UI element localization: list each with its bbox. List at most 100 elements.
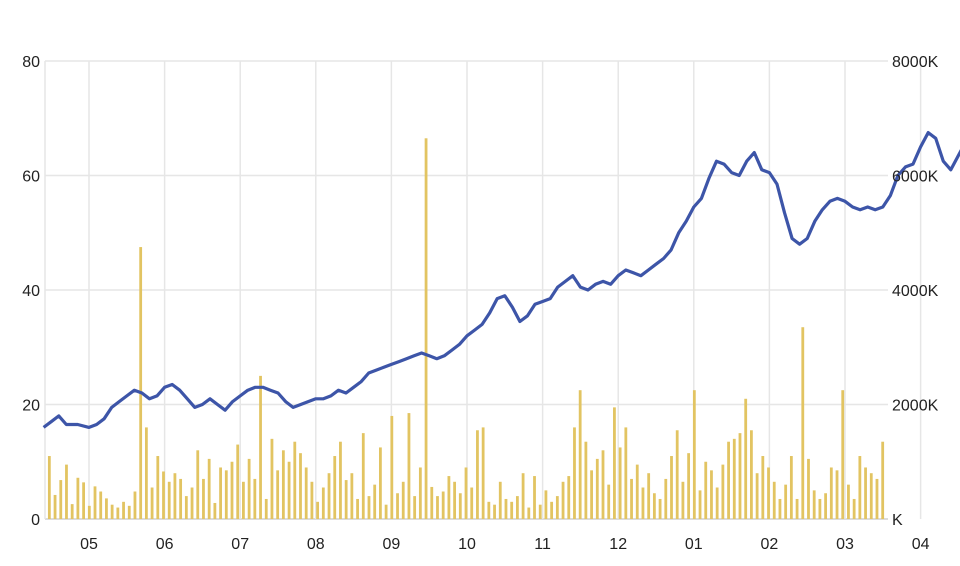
volume-bar: [47, 456, 51, 519]
volume-bar: [852, 498, 856, 519]
volume-bar: [727, 441, 730, 519]
volume-bar: [533, 476, 536, 519]
volume-bar: [139, 247, 143, 519]
price-line: [42, 131, 960, 429]
volume-bar: [122, 501, 125, 519]
y-left-tick-label: 40: [22, 283, 40, 300]
volume-bar: [664, 478, 668, 519]
volume-bar: [835, 470, 839, 519]
x-tick-label: 04: [912, 536, 930, 553]
volume-bar: [538, 504, 542, 519]
x-tick-label: 12: [609, 536, 627, 553]
volume-bar: [818, 498, 822, 519]
x-axis: 05 06 07 08 09 10 11 12 01 02 03 04: [80, 536, 929, 553]
x-tick-label: 01: [685, 536, 703, 553]
volume-bar: [515, 496, 519, 519]
volume-bar: [59, 480, 63, 519]
volume-bar: [458, 493, 462, 519]
volume-bar: [247, 458, 251, 519]
volume-bar: [618, 447, 622, 519]
volume-bar: [150, 487, 154, 519]
volume-bar: [230, 461, 234, 519]
volume-bar: [367, 496, 371, 519]
volume-bar: [869, 473, 873, 519]
volume-bar: [259, 375, 262, 519]
volume-bar: [167, 481, 171, 519]
volume-bar: [281, 450, 285, 519]
volume-bar: [544, 490, 548, 519]
volume-bar: [105, 498, 108, 519]
x-tick-label: 08: [307, 536, 325, 553]
volume-bar: [738, 433, 742, 519]
volume-bar: [76, 477, 80, 519]
volume-bar: [573, 427, 576, 519]
volume-bar: [755, 473, 759, 519]
volume-bar: [413, 496, 417, 519]
volume-bar: [795, 498, 799, 519]
volume-bar: [379, 447, 382, 519]
volume-bar: [53, 494, 57, 519]
volume-bar: [93, 486, 97, 519]
volume-bar: [396, 493, 399, 519]
volume-bar: [401, 481, 405, 519]
volume-bar: [476, 430, 479, 519]
volume-bar: [424, 138, 428, 519]
volume-bar: [704, 461, 708, 519]
volume-bar: [744, 398, 748, 519]
volume-bar: [692, 390, 696, 519]
volume-bar: [498, 481, 502, 519]
volume-bar: [82, 482, 85, 519]
y-left-tick-label: 0: [31, 512, 40, 529]
volume-bar: [561, 481, 565, 519]
volume-bar: [687, 453, 691, 519]
volume-bar: [715, 487, 719, 519]
price-series-line: [42, 131, 960, 429]
volume-bar: [70, 504, 74, 519]
volume-bar: [550, 501, 554, 519]
volume-bar: [236, 444, 240, 519]
volume-bar: [276, 470, 280, 519]
volume-bar: [595, 458, 599, 519]
volume-bar: [555, 496, 559, 519]
volume-bar: [179, 478, 183, 519]
y-right-tick-label: 6000K: [892, 169, 939, 186]
volume-bar: [710, 470, 713, 519]
volume-bar: [812, 490, 816, 519]
volume-bar: [390, 415, 394, 519]
volume-bar: [133, 491, 137, 519]
volume-bar: [253, 478, 257, 519]
volume-bar: [407, 413, 411, 519]
volume-bar: [567, 476, 571, 519]
volume-bar: [807, 458, 810, 519]
volume-bar: [333, 456, 337, 519]
volume-bar: [847, 484, 850, 519]
volume-bar: [207, 458, 211, 519]
volume-bar: [173, 473, 177, 519]
volume-bar: [635, 464, 639, 519]
volume-bar: [350, 473, 354, 519]
volume-bar: [299, 453, 302, 519]
x-tick-label: 07: [231, 536, 249, 553]
volume-bar: [750, 430, 753, 519]
volume-bar: [601, 450, 605, 519]
volume-bar: [613, 407, 616, 519]
volume-bar: [436, 496, 439, 519]
volume-bar: [584, 441, 588, 519]
volume-bar: [162, 471, 165, 519]
x-tick-label: 09: [383, 536, 401, 553]
volume-bar: [624, 427, 628, 519]
volume-bar: [670, 456, 673, 519]
volume-bar: [681, 481, 685, 519]
volume-bar: [881, 441, 885, 519]
volume-bar: [658, 498, 662, 519]
volume-bar: [841, 390, 845, 519]
volume-bar: [339, 441, 342, 519]
volume-bar: [470, 487, 474, 519]
volume-bar: [190, 487, 194, 519]
volume-bar: [384, 504, 388, 519]
volume-bar: [447, 476, 451, 519]
volume-bar: [481, 427, 485, 519]
volume-bar: [521, 473, 525, 519]
volume-bar: [510, 501, 514, 519]
